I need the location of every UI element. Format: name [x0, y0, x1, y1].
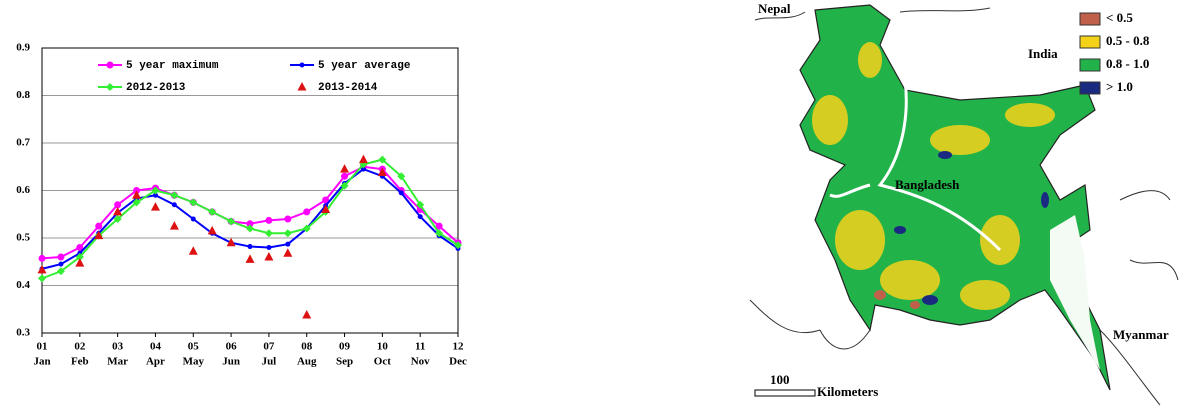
x-tick-label: 08 — [301, 341, 313, 353]
x-tick-label: 02 — [74, 341, 86, 353]
x-tick-month: Feb — [71, 356, 89, 368]
marker — [189, 198, 197, 206]
x-tick-label: 11 — [415, 341, 425, 353]
y-tick-label: 0.5 — [16, 232, 30, 244]
marker — [208, 208, 216, 216]
x-tick-month: Aug — [297, 356, 317, 368]
y-tick-label: 0.4 — [16, 279, 30, 291]
marker — [39, 255, 46, 262]
marker — [265, 229, 273, 237]
place-label: Nepal — [758, 1, 791, 16]
marker — [302, 310, 311, 319]
x-tick-month: Jul — [262, 356, 277, 368]
x-tick-month: Sep — [336, 356, 353, 368]
marker — [264, 252, 273, 261]
marker — [170, 221, 179, 230]
marker — [151, 202, 160, 211]
marker — [340, 164, 349, 173]
legend-swatch — [1080, 59, 1100, 71]
marker — [246, 254, 255, 263]
legend-swatch — [1080, 36, 1100, 48]
map-legend: < 0.5 0.5 - 0.8 0.8 - 1.0 > 1.0 — [1080, 10, 1150, 94]
marker — [359, 155, 368, 164]
x-tick-label: 06 — [226, 341, 238, 353]
y-tick-label: 0.8 — [16, 89, 30, 101]
x-tick-month: Nov — [411, 356, 430, 368]
marker — [285, 242, 290, 247]
legend-label: 2012-2013 — [126, 82, 186, 94]
x-tick-month: Mar — [107, 356, 128, 368]
legend-label: > 1.0 — [1106, 79, 1133, 94]
x-tick-label: 05 — [188, 341, 200, 353]
x-tick-label: 07 — [263, 341, 275, 353]
marker — [107, 62, 114, 69]
marker — [172, 202, 177, 207]
x-tick-label: 03 — [112, 341, 124, 353]
x-tick-month: Oct — [374, 356, 391, 368]
marker — [38, 274, 46, 282]
marker — [283, 248, 292, 257]
chart: 0.3 0.4 0.5 0.6 0.7 0.8 0.9 01 Jan 02 Feb 03 Mar 04 Ap… — [16, 42, 467, 368]
x-tick-month: Apr — [146, 356, 165, 368]
legend-label: < 0.5 — [1106, 10, 1133, 25]
legend-label: 2013-2014 — [318, 82, 378, 94]
legend-swatch — [1080, 82, 1100, 94]
figure: 0.3 0.4 0.5 0.6 0.7 0.8 0.9 01 Jan 02 Feb 03 Mar 04 Ap… — [0, 0, 1180, 409]
x-tick-label: 09 — [339, 341, 351, 353]
x-tick-month: May — [183, 356, 205, 368]
marker — [95, 223, 102, 230]
x-tick-label: 04 — [150, 341, 162, 353]
legend-label: 5 year average — [318, 60, 411, 72]
place-label: Myanmar — [1113, 327, 1169, 342]
legend-label: 5 year maximum — [126, 60, 219, 72]
y-tick-label: 0.6 — [16, 184, 30, 196]
bangladesh — [800, 5, 1110, 390]
map: Nepal India Bangladesh Myanmar 100 Kilom… — [750, 1, 1178, 405]
y-tick-label: 0.9 — [16, 42, 30, 54]
marker — [418, 214, 423, 219]
legend-label: 0.8 - 1.0 — [1106, 56, 1149, 71]
marker — [265, 217, 272, 224]
legend-label: 0.5 - 0.8 — [1106, 33, 1150, 48]
y-tick-label: 0.7 — [16, 137, 30, 149]
x-tick-month: Dec — [449, 356, 467, 368]
x-tick-label: 01 — [37, 341, 48, 353]
marker — [170, 191, 178, 199]
marker — [189, 246, 198, 255]
marker — [58, 262, 63, 267]
marker — [266, 245, 271, 250]
y-tick-label: 0.3 — [16, 327, 30, 339]
marker — [106, 83, 114, 91]
scale-distance: 100 — [770, 372, 790, 387]
place-label: Bangladesh — [895, 177, 960, 192]
marker — [303, 208, 310, 215]
marker — [227, 217, 235, 225]
x-tick-label: 12 — [453, 341, 465, 353]
x-tick-label: 10 — [377, 341, 389, 353]
marker — [284, 229, 292, 237]
scale-unit: Kilometers — [817, 384, 878, 399]
marker — [248, 244, 253, 249]
marker — [298, 82, 307, 91]
hill-tracts — [1050, 215, 1100, 370]
legend-swatch — [1080, 13, 1100, 25]
x-tick-month: Jan — [33, 356, 50, 368]
marker — [341, 173, 348, 180]
marker — [57, 254, 64, 261]
scale-bar — [755, 390, 815, 396]
marker — [191, 217, 196, 222]
place-label: India — [1028, 46, 1058, 61]
marker — [284, 216, 291, 223]
x-tick-month: Jun — [222, 356, 240, 368]
marker — [300, 63, 305, 68]
marker — [399, 190, 404, 195]
